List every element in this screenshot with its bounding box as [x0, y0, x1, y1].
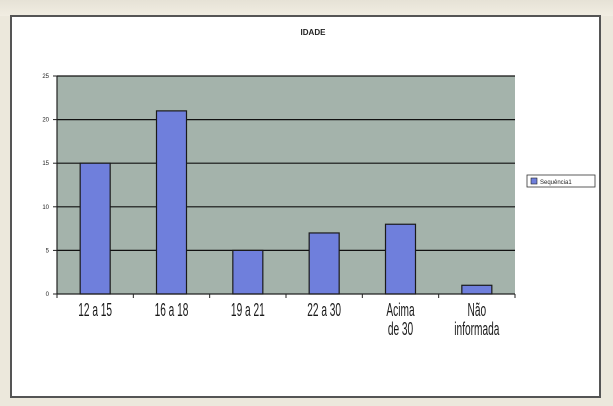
- bar: [384, 223, 417, 295]
- bar: [79, 162, 111, 295]
- y-tick-label: 5: [46, 248, 50, 254]
- x-axis-ticks: 12 a 15 16 a 18 19 a 21 22 a 30 Acima de 30 Nã…: [56, 294, 516, 340]
- x-tick-label: Acima de 30: [386, 300, 415, 340]
- chart-title: IDADE: [301, 28, 327, 37]
- background-band: [0, 0, 613, 16]
- y-tick-label: 0: [46, 292, 50, 298]
- bar: [155, 110, 188, 295]
- x-tick-label: 16 a 18: [155, 300, 189, 321]
- y-axis-ticks: 0 5 10 15 20 25: [42, 74, 57, 298]
- plot-area: [57, 76, 515, 294]
- bar: [461, 284, 493, 295]
- y-tick-label: 20: [42, 118, 49, 124]
- legend-box: [526, 174, 596, 188]
- legend-swatch: [530, 177, 538, 185]
- bars: [79, 110, 493, 295]
- x-tick-label: 12 a 15: [78, 300, 112, 321]
- bar: [308, 232, 340, 295]
- y-tick-label: 10: [42, 205, 49, 211]
- x-tick-label: 19 a 21: [231, 300, 265, 321]
- bar: [232, 249, 264, 295]
- legend-label: Sequência1: [540, 180, 572, 186]
- y-tick-label: 25: [42, 74, 49, 80]
- legend: Sequência1: [526, 174, 596, 188]
- y-tick-label: 15: [42, 161, 49, 167]
- gridlines: [57, 75, 515, 251]
- x-tick-label: Não informada: [454, 300, 499, 340]
- x-tick-label: 22 a 30: [307, 300, 341, 321]
